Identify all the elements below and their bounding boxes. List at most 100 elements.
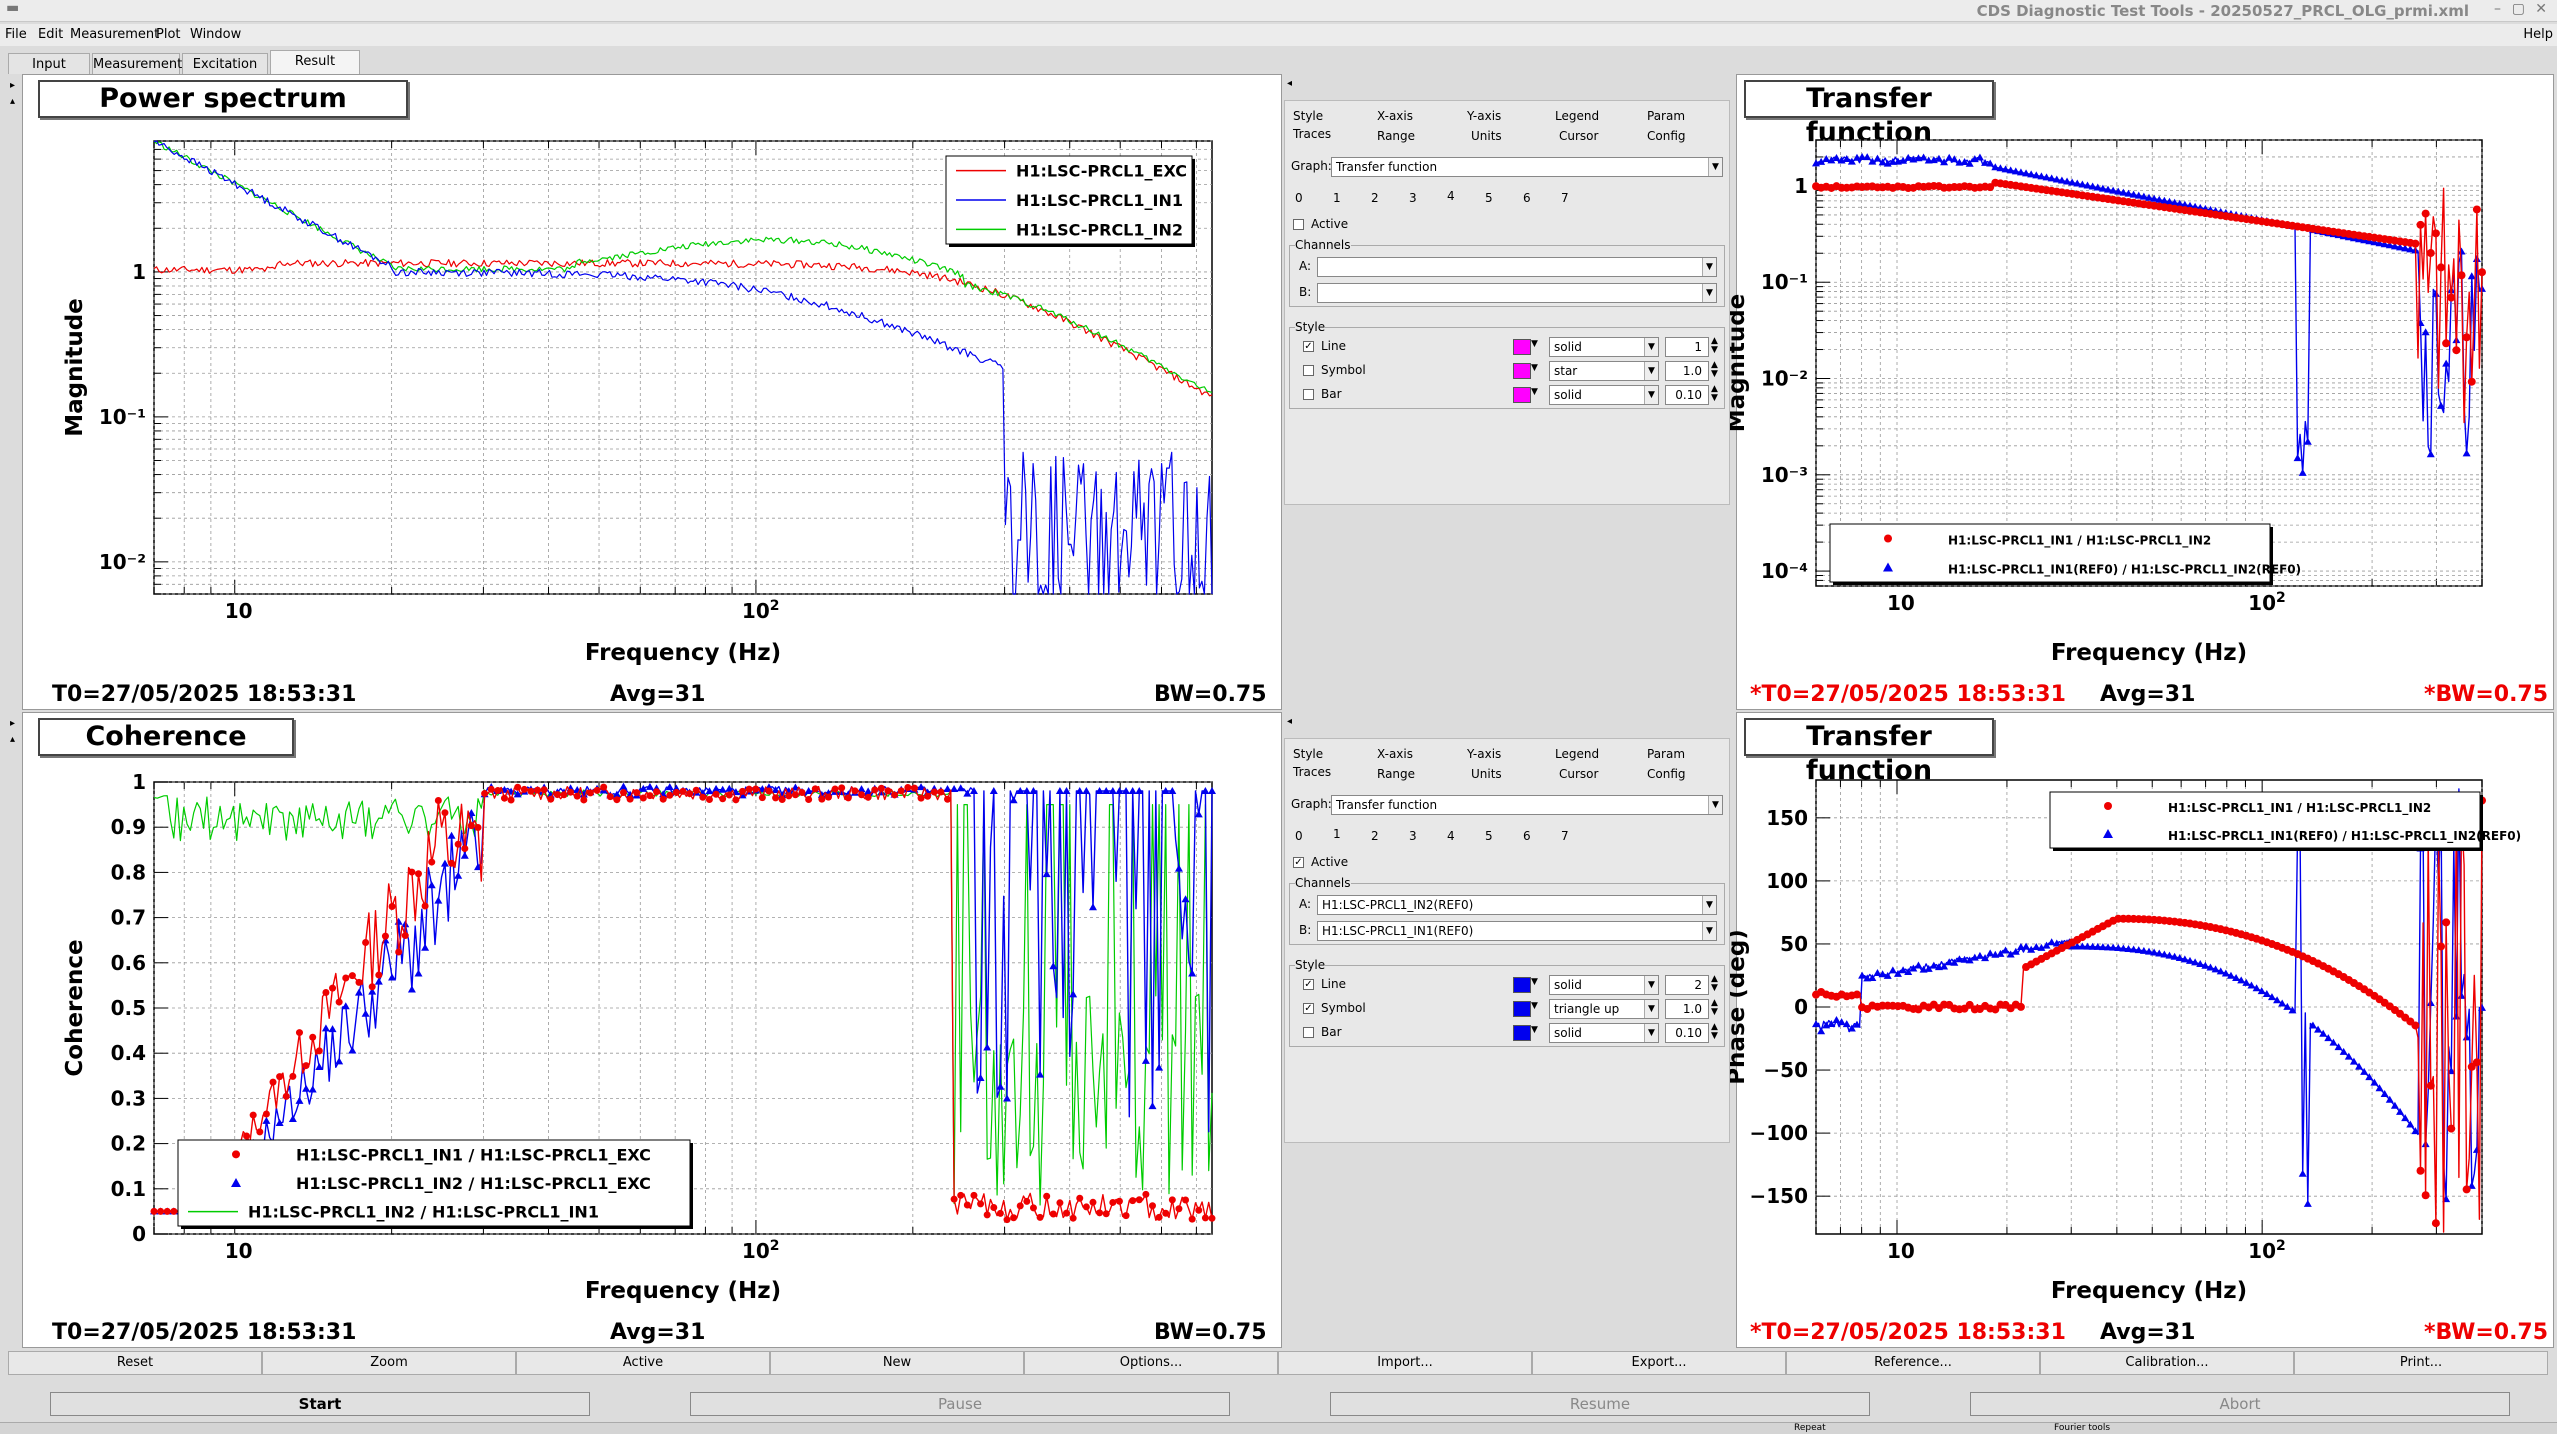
opt-tab-cursor[interactable]: Cursor <box>1559 129 1599 143</box>
symbol-style-select[interactable]: star ▼ <box>1549 361 1659 381</box>
opt-tab-traces[interactable]: Traces <box>1293 127 1332 141</box>
chevron-down-icon[interactable]: ▼ <box>1531 387 1538 397</box>
trace-6[interactable]: 6 <box>1523 829 1531 843</box>
trace-0[interactable]: 0 <box>1295 829 1303 843</box>
stepper-icon[interactable]: ▲ ▼ <box>1711 1022 1718 1041</box>
stepper-icon[interactable]: ▲ ▼ <box>1711 998 1718 1017</box>
export-button[interactable]: Export... <box>1532 1351 1786 1375</box>
pad-scroll-up-icon-2[interactable]: ▴ <box>10 734 16 745</box>
menu-edit[interactable]: Edit <box>38 27 64 42</box>
trace-4[interactable]: 4 <box>1447 189 1455 203</box>
trace-5[interactable]: 5 <box>1485 191 1493 205</box>
bar-style-select[interactable]: solid ▼ <box>1549 385 1659 405</box>
graph-select[interactable]: Transfer function ▼ <box>1331 795 1723 815</box>
active-button[interactable]: Active <box>516 1351 770 1375</box>
tab-result[interactable]: Result <box>270 50 360 74</box>
import-button[interactable]: Import... <box>1278 1351 1532 1375</box>
line-checkbox[interactable]: ✓ <box>1303 341 1314 352</box>
coherence-plot[interactable]: 10 102 1 0.9 0.8 0.7 0.6 0.5 0.4 0.3 0.2 0.1 0 Freque… <box>22 712 1282 1348</box>
opt-tab-param[interactable]: Param <box>1647 109 1686 123</box>
channel-a-select[interactable]: H1:LSC-PRCL1_IN2(REF0) ▼ <box>1317 895 1717 915</box>
opt-tab-legend[interactable]: Legend <box>1555 109 1600 123</box>
resume-button[interactable]: Resume <box>1330 1392 1870 1416</box>
trace-3[interactable]: 3 <box>1409 829 1417 843</box>
power-spectrum-plot[interactable]: 10 102 1 10⁻¹ 10⁻² Frequency (Hz) Magnitude H1:… <box>22 74 1282 710</box>
minimize-icon[interactable]: – <box>2494 1 2501 17</box>
panel-collapse-icon-2[interactable]: ◂ <box>1287 716 1293 727</box>
active-checkbox[interactable] <box>1293 219 1304 230</box>
symbol-style-select[interactable]: triangle up ▼ <box>1549 999 1659 1019</box>
opt-tab-yaxis[interactable]: Y-axis <box>1467 747 1502 761</box>
symbol-size-input[interactable]: 1.0 <box>1665 361 1709 381</box>
trace-0[interactable]: 0 <box>1295 191 1303 205</box>
print-button[interactable]: Print... <box>2294 1351 2548 1375</box>
tab-measurement[interactable]: Measurement <box>92 53 182 74</box>
reset-button[interactable]: Reset <box>8 1351 262 1375</box>
symbol-color-swatch[interactable] <box>1513 363 1531 379</box>
pad-collapse-icon-2[interactable]: ▸ <box>10 718 16 729</box>
channel-b-select[interactable]: H1:LSC-PRCL1_IN1(REF0) ▼ <box>1317 921 1717 941</box>
opt-tab-cursor[interactable]: Cursor <box>1559 767 1599 781</box>
trace-1[interactable]: 1 <box>1333 191 1341 205</box>
bar-style-select[interactable]: solid ▼ <box>1549 1023 1659 1043</box>
chevron-down-icon[interactable]: ▼ <box>1531 1025 1538 1035</box>
trace-5[interactable]: 5 <box>1485 829 1493 843</box>
trace-2[interactable]: 2 <box>1371 829 1379 843</box>
line-color-swatch[interactable] <box>1513 977 1531 993</box>
trace-6[interactable]: 6 <box>1523 191 1531 205</box>
stepper-icon[interactable]: ▲ ▼ <box>1711 360 1718 379</box>
stepper-icon[interactable]: ▲ ▼ <box>1711 974 1718 993</box>
panel-collapse-icon[interactable]: ◂ <box>1287 78 1293 89</box>
active-checkbox[interactable]: ✓ <box>1293 857 1304 868</box>
trace-3[interactable]: 3 <box>1409 191 1417 205</box>
options-button[interactable]: Options... <box>1024 1351 1278 1375</box>
line-width-input[interactable]: 2 <box>1665 975 1709 995</box>
trace-7[interactable]: 7 <box>1561 829 1569 843</box>
bar-checkbox[interactable] <box>1303 1027 1314 1038</box>
start-button[interactable]: Start <box>50 1392 590 1416</box>
menu-plot[interactable]: Plot <box>156 27 181 42</box>
channel-b-select[interactable]: ▼ <box>1317 283 1717 303</box>
pad-scroll-up-icon[interactable]: ▴ <box>10 96 16 107</box>
trace-2[interactable]: 2 <box>1371 191 1379 205</box>
graph-select[interactable]: Transfer function ▼ <box>1331 157 1723 177</box>
maximize-icon[interactable]: ▢ <box>2511 1 2525 17</box>
opt-tab-style[interactable]: Style <box>1293 747 1324 761</box>
channel-a-select[interactable]: ▼ <box>1317 257 1717 277</box>
line-color-swatch[interactable] <box>1513 339 1531 355</box>
pad-collapse-icon[interactable]: ▸ <box>10 80 16 91</box>
menu-file[interactable]: File <box>5 27 27 42</box>
line-style-select[interactable]: solid ▼ <box>1549 337 1659 357</box>
trace-1[interactable]: 1 <box>1333 827 1341 841</box>
menu-window[interactable]: Window <box>190 27 242 42</box>
bar-width-input[interactable]: 0.10 <box>1665 1023 1709 1043</box>
symbol-checkbox[interactable]: ✓ <box>1303 1003 1314 1014</box>
pause-button[interactable]: Pause <box>690 1392 1230 1416</box>
opt-tab-range[interactable]: Range <box>1377 129 1416 143</box>
line-checkbox[interactable]: ✓ <box>1303 979 1314 990</box>
opt-tab-xaxis[interactable]: X-axis <box>1377 109 1413 123</box>
opt-tab-config[interactable]: Config <box>1647 129 1686 143</box>
abort-button[interactable]: Abort <box>1970 1392 2510 1416</box>
line-width-input[interactable]: 1 <box>1665 337 1709 357</box>
zoom-button[interactable]: Zoom <box>262 1351 516 1375</box>
stepper-icon[interactable]: ▲ ▼ <box>1711 384 1718 403</box>
symbol-checkbox[interactable] <box>1303 365 1314 376</box>
opt-tab-range[interactable]: Range <box>1377 767 1416 781</box>
stepper-icon[interactable]: ▲ ▼ <box>1711 336 1718 355</box>
bar-color-swatch[interactable] <box>1513 1025 1531 1041</box>
tab-input[interactable]: Input <box>8 53 90 74</box>
chevron-down-icon[interactable]: ▼ <box>1531 1001 1538 1011</box>
chevron-down-icon[interactable]: ▼ <box>1531 363 1538 373</box>
chevron-down-icon[interactable]: ▼ <box>1531 977 1538 987</box>
bar-checkbox[interactable] <box>1303 389 1314 400</box>
calibration-button[interactable]: Calibration... <box>2040 1351 2294 1375</box>
opt-tab-style[interactable]: Style <box>1293 109 1324 123</box>
opt-tab-yaxis[interactable]: Y-axis <box>1467 109 1502 123</box>
opt-tab-config[interactable]: Config <box>1647 767 1686 781</box>
line-style-select[interactable]: solid ▼ <box>1549 975 1659 995</box>
opt-tab-xaxis[interactable]: X-axis <box>1377 747 1413 761</box>
menu-help[interactable]: Help <box>2523 27 2553 42</box>
opt-tab-legend[interactable]: Legend <box>1555 747 1600 761</box>
